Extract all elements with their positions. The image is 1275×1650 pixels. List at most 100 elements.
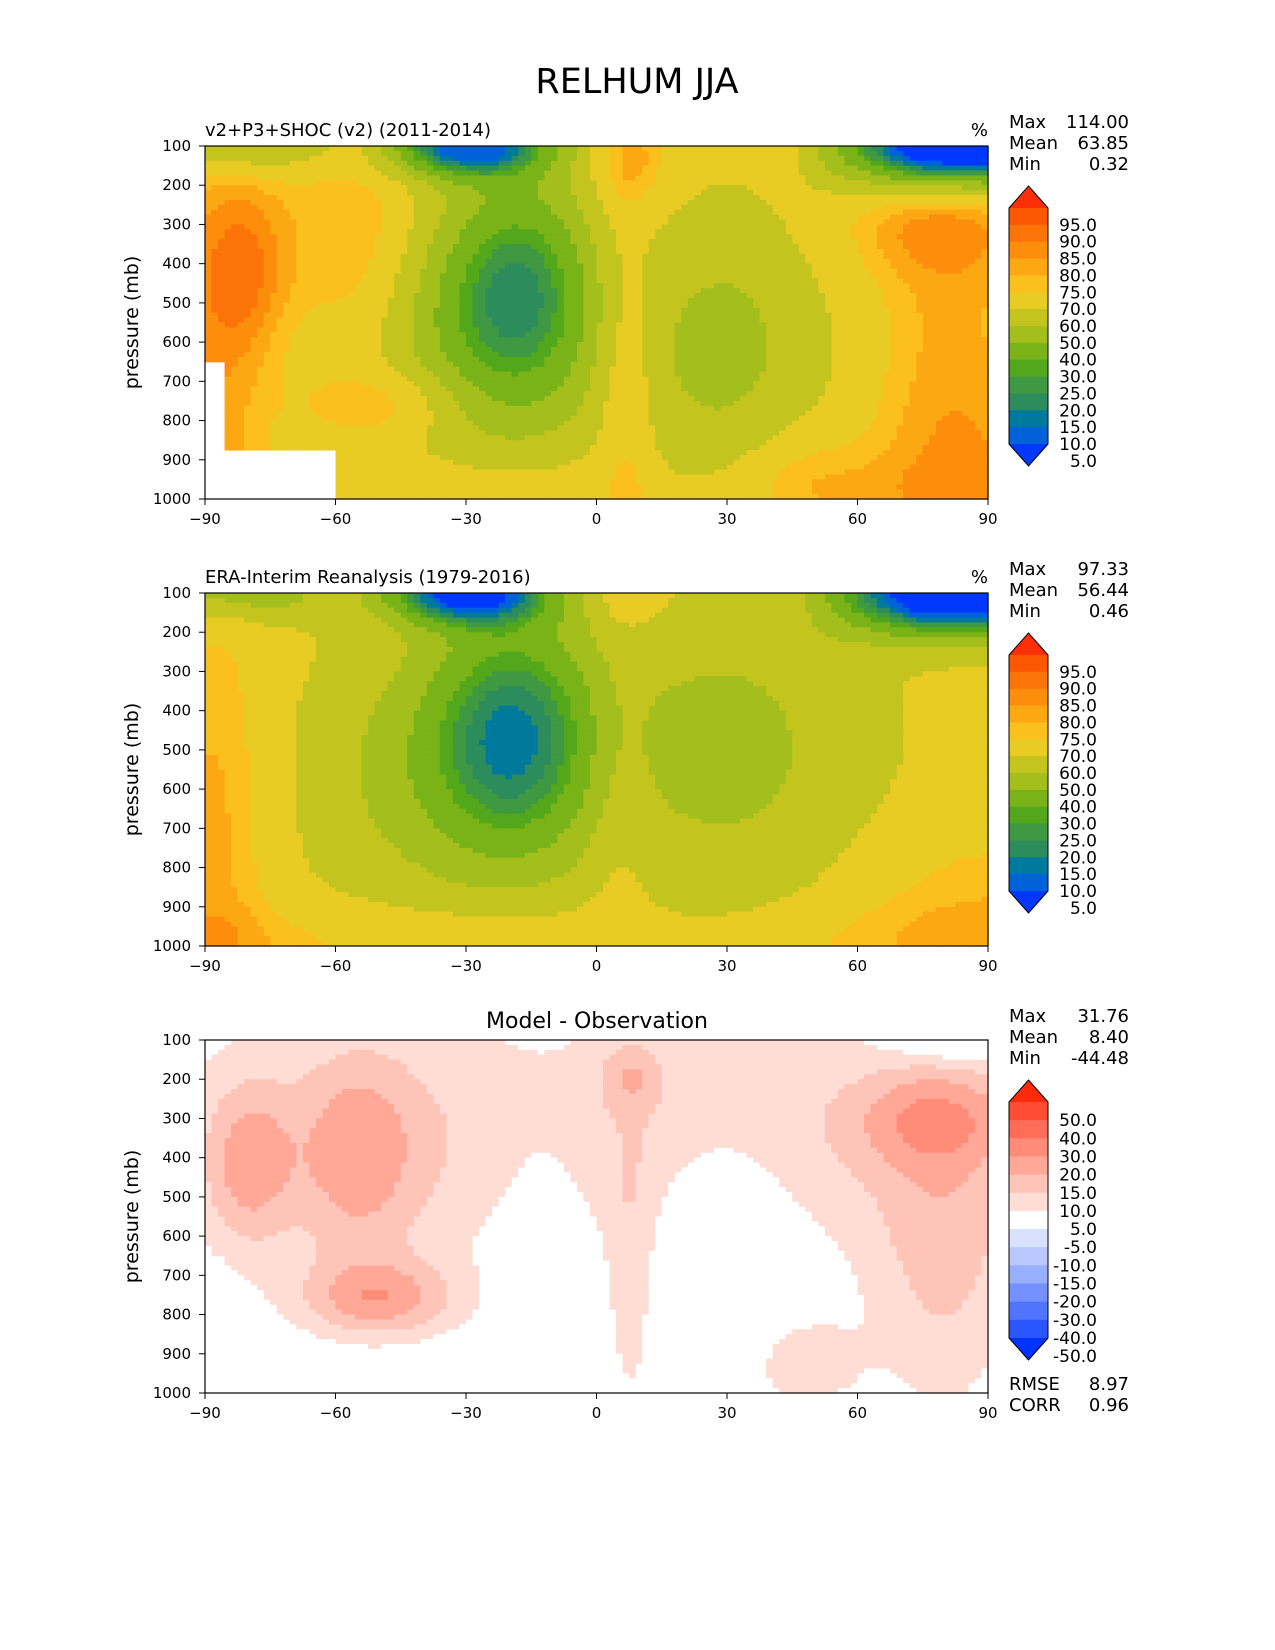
field-cell [975, 166, 982, 172]
field-cell [479, 166, 486, 172]
field-cell [812, 156, 819, 162]
field-cell [577, 151, 584, 157]
field-cell [629, 161, 636, 167]
field-cell [753, 171, 760, 177]
field-cell [322, 151, 329, 157]
field-cell [903, 146, 910, 152]
field-cell [968, 146, 975, 152]
field-cell [707, 185, 714, 191]
field-cell [551, 185, 558, 191]
field-cell [662, 161, 669, 167]
field-cell [597, 180, 604, 186]
field-cell [218, 185, 225, 191]
field-cell [590, 200, 597, 206]
field-cell [603, 195, 610, 201]
field-cell [642, 146, 649, 152]
field-cell [505, 161, 512, 167]
field-cell [923, 195, 930, 201]
field-cell [479, 146, 486, 152]
field-cell [336, 185, 343, 191]
field-cell [231, 200, 238, 206]
field-cell [218, 171, 225, 177]
field-cell [270, 146, 277, 152]
field-cell [525, 190, 532, 196]
field-cell [368, 171, 375, 177]
field-cell [420, 146, 427, 152]
field-cell [923, 146, 930, 152]
field-cell [381, 190, 388, 196]
field-cell [760, 200, 767, 206]
field-cell [694, 185, 701, 191]
field-cell [864, 190, 871, 196]
field-cell [616, 180, 623, 186]
field-cell [681, 146, 688, 152]
field-cell [336, 161, 343, 167]
field-cell [394, 175, 401, 181]
field-cell [623, 161, 630, 167]
field-cell [629, 195, 636, 201]
field-cell [668, 151, 675, 157]
field-cell [212, 200, 219, 206]
field-cell [479, 195, 486, 201]
field-cell [766, 171, 773, 177]
field-cell [218, 175, 225, 181]
field-cell [701, 175, 708, 181]
field-cell [838, 190, 845, 196]
field-cell [264, 156, 271, 162]
field-cell [525, 180, 532, 186]
field-cell [955, 156, 962, 162]
field-cell [466, 171, 473, 177]
field-cell [355, 146, 362, 152]
field-cell [427, 166, 434, 172]
field-cell [349, 171, 356, 177]
field-cell [616, 146, 623, 152]
field-cell [433, 185, 440, 191]
field-cell [453, 156, 460, 162]
field-cell [642, 151, 649, 157]
field-cell [825, 146, 832, 152]
field-cell [740, 185, 747, 191]
field-cell [642, 190, 649, 196]
field-cell [603, 161, 610, 167]
field-cell [871, 146, 878, 152]
field-cell [349, 205, 356, 211]
field-cell [433, 190, 440, 196]
field-cell [864, 146, 871, 152]
field-cell [662, 146, 669, 152]
field-cell [218, 156, 225, 162]
field-cell [884, 185, 891, 191]
field-cell [336, 195, 343, 201]
field-cell [629, 156, 636, 162]
field-cell [753, 151, 760, 157]
field-cell [825, 151, 832, 157]
field-cell [805, 171, 812, 177]
field-cell [420, 200, 427, 206]
field-cell [871, 156, 878, 162]
field-cell [270, 156, 277, 162]
field-cell [603, 171, 610, 177]
field-cell [766, 175, 773, 181]
field-cell [655, 171, 662, 177]
field-cell [407, 205, 414, 211]
field-cell [231, 171, 238, 177]
field-cell [779, 166, 786, 172]
field-cell [740, 171, 747, 177]
field-cell [349, 190, 356, 196]
field-cell [851, 166, 858, 172]
field-cell [610, 195, 617, 201]
field-cell [329, 205, 336, 211]
field-cell [707, 161, 714, 167]
field-cell [407, 175, 414, 181]
field-cell [649, 156, 656, 162]
field-cell [342, 151, 349, 157]
field-cell [760, 180, 767, 186]
field-cell [727, 146, 734, 152]
field-cell [649, 146, 656, 152]
field-cell [381, 195, 388, 201]
field-cell [564, 146, 571, 152]
field-cell [251, 185, 258, 191]
field-cell [831, 185, 838, 191]
field-cell [766, 151, 773, 157]
field-cell [773, 180, 780, 186]
field-cell [936, 171, 943, 177]
